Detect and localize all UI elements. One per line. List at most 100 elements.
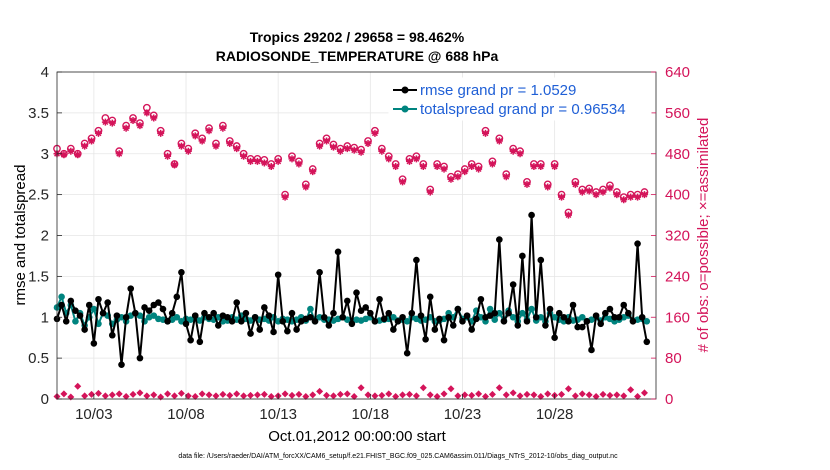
rmse-point [279, 318, 287, 325]
obs-assimilated-point [447, 175, 455, 183]
footnote-data-file: data file: /Users/raeder/DAI/ATM_forcXX/… [178, 453, 618, 460]
rmse-point [638, 313, 646, 321]
rmse-point [265, 312, 273, 319]
rmse-point [431, 326, 439, 333]
obs-assimilated-point [357, 148, 365, 156]
y-tick-label-right: 160 [665, 309, 690, 326]
spread-point [537, 313, 545, 321]
obs-assimilated-point [157, 129, 165, 137]
rmse-point [583, 318, 591, 325]
obs-rejected-point [378, 391, 386, 399]
rmse-point [136, 354, 144, 362]
rmse-point [523, 318, 531, 325]
rmse-point [403, 349, 411, 357]
rmse-point [168, 309, 176, 317]
spread-point [496, 309, 503, 317]
rmse-point [514, 322, 522, 329]
rmse-point [173, 293, 181, 301]
obs-assimilated-point [191, 132, 199, 140]
rmse-point [643, 338, 651, 346]
obs-rejected-point [516, 392, 524, 400]
obs-assimilated-point [599, 188, 607, 196]
rmse-point [362, 304, 370, 311]
obs-assimilated-point [606, 184, 614, 192]
rmse-point [477, 295, 485, 303]
obs-assimilated-point [164, 152, 172, 160]
obs-assimilated-point [60, 151, 68, 159]
y-tick-label-right: 240 [665, 268, 690, 285]
rmse-point [90, 340, 98, 347]
obs-assimilated-point [405, 157, 413, 165]
obs-assimilated-point [350, 146, 358, 154]
legend-box [388, 77, 652, 121]
rmse-point [72, 307, 79, 315]
y-axis-label-left: rmse and totalspread [12, 165, 29, 306]
rmse-point [224, 313, 231, 321]
obs-assimilated-point [274, 157, 282, 165]
obs-assimilated-point [578, 188, 586, 196]
obs-rejected-point [184, 392, 192, 400]
rmse-point [413, 256, 420, 264]
rmse-point [574, 323, 581, 331]
obs-rejected-point [170, 392, 178, 400]
spread-point [519, 309, 526, 317]
rmse-point [468, 326, 475, 333]
obs-rejected-point [627, 386, 635, 394]
obs-rejected-point [599, 390, 607, 398]
rmse-point [196, 338, 204, 346]
rmse-point [357, 307, 365, 315]
y-tick-label-left: 2.5 [28, 187, 49, 204]
obs-rejected-point [122, 392, 130, 400]
spread-point [509, 313, 517, 321]
obs-assimilated-point [316, 142, 324, 150]
obs-assimilated-point [219, 124, 227, 132]
rmse-point [449, 322, 457, 329]
obs-assimilated-point [323, 137, 331, 145]
obs-assimilated-point [378, 147, 386, 155]
spread-point [90, 305, 98, 313]
obs-assimilated-point [564, 211, 572, 219]
legend-label-rmse: rmse grand pr = 1.0529 [420, 82, 576, 99]
rmse-point [201, 309, 208, 317]
obs-rejected-point [136, 389, 144, 397]
spread-point [58, 293, 65, 301]
obs-rejected-point [482, 392, 490, 400]
rmse-point [288, 309, 296, 317]
rmse-point [445, 313, 452, 321]
rmse-point [182, 320, 190, 328]
y-tick-label-right: 400 [665, 187, 690, 204]
rmse-point [417, 312, 425, 319]
rmse-point [408, 309, 416, 317]
obs-rejected-point [260, 390, 268, 398]
obs-rejected-point [447, 385, 455, 393]
obs-rejected-point [350, 392, 358, 400]
rmse-point [440, 336, 448, 344]
rmse-point [546, 305, 554, 313]
obs-assimilated-point [634, 193, 642, 201]
rmse-point [76, 312, 84, 319]
obs-assimilated-point [101, 118, 109, 126]
rmse-point [242, 309, 250, 317]
obs-rejected-point [323, 391, 331, 399]
y-tick-label-right: 0 [665, 391, 673, 408]
obs-assimilated-point [295, 160, 303, 168]
obs-rejected-point [364, 391, 372, 399]
y-tick-label-right: 320 [665, 228, 690, 245]
obs-rejected-point [613, 391, 621, 399]
rmse-point [284, 327, 291, 335]
rmse-point [132, 309, 139, 317]
x-tick-label: 10/28 [536, 406, 574, 423]
spread-point [403, 318, 411, 325]
x-tick-label: 10/13 [259, 406, 297, 423]
obs-assimilated-point [212, 142, 220, 150]
x-tick-label: 10/03 [75, 406, 113, 423]
rmse-point [348, 320, 356, 328]
obs-assimilated-point [475, 165, 483, 173]
spread-point [72, 318, 79, 325]
obs-assimilated-point [253, 157, 261, 165]
obs-rejected-point [564, 385, 572, 393]
obs-assimilated-point [309, 168, 317, 176]
rmse-point [588, 346, 595, 354]
obs-assimilated-point [592, 191, 600, 199]
obs-assimilated-point [226, 140, 234, 148]
